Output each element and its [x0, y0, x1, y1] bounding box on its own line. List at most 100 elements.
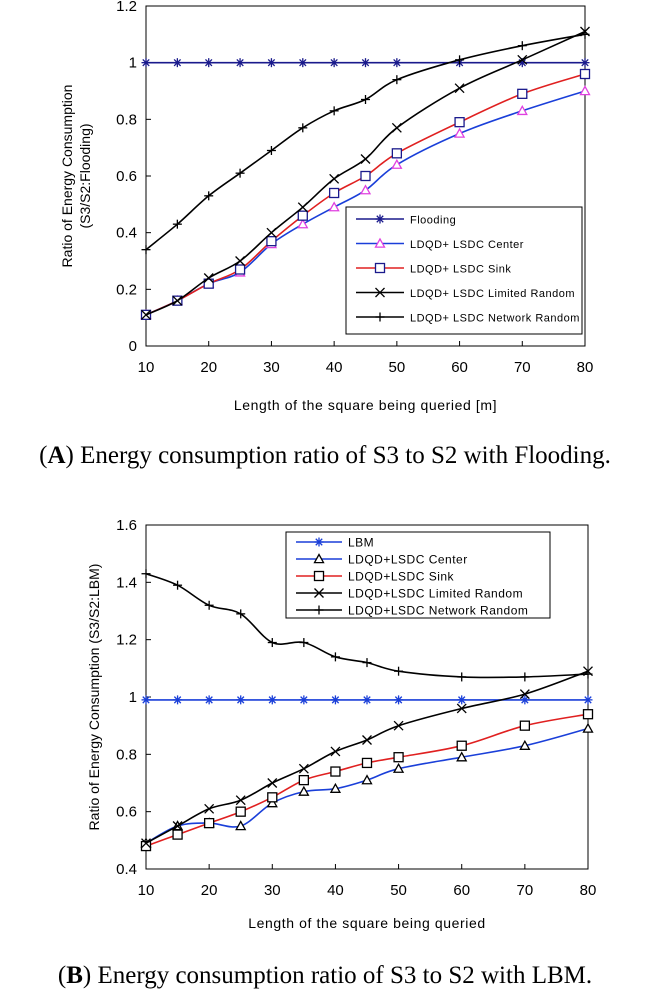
- chart-b-legend: LBM LDQD+LSDC Center LDQD+LSDC Sink LDQD+LS…: [285, 531, 551, 619]
- chart-b-data-point: [330, 652, 340, 662]
- chart-b-data-point: [330, 746, 341, 757]
- chart-a-data-point: [579, 68, 591, 80]
- chart-b-data-point: [266, 797, 278, 808]
- chart-b-data-point-d2: [363, 696, 371, 704]
- chart-a-data-point-shape: [391, 158, 403, 169]
- chart-a-series-ldqd-lsdc-network-random: [141, 29, 590, 255]
- chart-a-legend-marker: [374, 237, 386, 248]
- chart-b-data-point-shape: [329, 782, 342, 793]
- chart-b-series-ldqd-lsdc-network-random: [141, 569, 593, 682]
- chart-b-legend-entry: LDQD+LSDC Network Random: [348, 604, 528, 618]
- chart-a-data-point-shape: [517, 88, 528, 99]
- chart-b-data-point: [172, 829, 183, 840]
- chart-b-legend-marker: [313, 553, 325, 564]
- chart-a-legend-entry: LDQD+ LSDC Network Random: [410, 313, 580, 325]
- chart-a-x-axis-label: Length of the square being queried [m]: [234, 397, 497, 413]
- chart-b-data-point: [203, 817, 215, 829]
- chart-b-ytick-label: 0.4: [116, 861, 137, 878]
- chart-a-xtick-label: 50: [389, 359, 406, 376]
- chart-b-xtick-label: 50: [390, 882, 407, 899]
- chart-b-data-point-shape: [361, 774, 373, 785]
- chart-a-data-point-d2: [329, 173, 340, 184]
- chart-a-legend-marker: [375, 287, 385, 298]
- chart-a-data-point: [454, 83, 465, 94]
- chart-a-data-point: [234, 264, 246, 275]
- chart-a-legend-entry: LDQD+ LSDC Limited Random: [410, 288, 575, 300]
- chart-a-data-point: [517, 54, 528, 65]
- chart-a-data-point: [329, 173, 340, 184]
- chart-a-data-point-shape: [454, 117, 465, 128]
- chart-b-data-point: [457, 672, 467, 682]
- chart-b-data-point-shape: [456, 740, 467, 751]
- chart-a-data-point-shape: [328, 201, 340, 212]
- chart-b-data-point: [267, 778, 278, 788]
- chart-b-data-point-shape: [172, 829, 183, 840]
- chart-a-series-line: [145, 33, 586, 251]
- chart-a-data-point: [235, 168, 245, 178]
- chart-b-data-point: [362, 658, 372, 668]
- chart-a-data-point: [360, 154, 371, 164]
- chart-b-ytick-label: 1.6: [116, 517, 137, 534]
- chart-a-data-point-d2: [454, 83, 465, 94]
- chart-b-data-point-shape: [330, 766, 341, 777]
- chart-b-data-point-d2: [267, 778, 278, 788]
- chart-b-data-point-d2: [204, 803, 215, 814]
- chart-b-data-point: [235, 795, 246, 806]
- chart-b-legend-marker-shape: [313, 570, 325, 582]
- chart-a-series-flooding: [141, 58, 590, 68]
- chart-b-data-point-shape: [298, 774, 310, 786]
- chart-b-data-point: [392, 762, 405, 773]
- chart-b-data-point: [456, 703, 467, 714]
- chart-b-data-point-d2: [330, 746, 341, 757]
- chart-a-data-point: [391, 148, 403, 159]
- chart-a-data-point-shape: [579, 85, 591, 96]
- chart-b-data-point-d2: [521, 696, 529, 704]
- chart-a-ytick-label: 0.8: [116, 111, 137, 128]
- chart-b-xtick-label: 10: [138, 882, 155, 899]
- chart-a-data-point: [328, 201, 340, 212]
- chart-a-legend-marker: [374, 262, 386, 274]
- chart-a-data-point: [454, 117, 465, 128]
- chart-b-data-point: [173, 580, 183, 590]
- chart-b-data-point: [267, 695, 277, 705]
- chart-b-data-point-d2: [393, 720, 404, 731]
- chart-a-ytick-label: 0: [129, 338, 137, 355]
- chart-a-data-point: [204, 191, 214, 201]
- chart-b-data-point: [298, 774, 310, 786]
- chart-b-legend-marker: [314, 588, 324, 598]
- chart-a-data-point: [516, 104, 528, 116]
- chart-b-data-point: [299, 638, 309, 648]
- chart-b-data-point: [298, 785, 310, 796]
- caption-b-text: ) Energy consumption ratio of S3 to S2 w…: [82, 962, 593, 989]
- chart-b-data-point-d2: [456, 703, 467, 714]
- chart-a-data-point-shape: [297, 210, 308, 221]
- chart-b-data-point: [583, 695, 593, 705]
- chart-a-y-axis-label: Ratio of Energy Consumption: [59, 85, 75, 268]
- chart-b-data-point: [456, 751, 468, 762]
- chart-a-data-point: [172, 58, 182, 68]
- chart-b-data-point: [456, 740, 467, 751]
- chart-a-data-point-d2: [142, 58, 150, 67]
- chart-a-data-point: [329, 106, 339, 116]
- chart-b-data-point-d2: [142, 696, 150, 704]
- caption-b: (B) Energy consumption ratio of S3 to S2…: [57, 962, 593, 989]
- chart-b-data-point: [519, 720, 531, 731]
- chart-b-legend-marker-d2: [314, 588, 324, 598]
- chart-a-data-point: [453, 127, 466, 138]
- chart-b-legend-marker: [314, 605, 324, 615]
- chart-a-ytick-label: 1: [129, 55, 137, 72]
- chart-b-series-lbm: [141, 695, 593, 705]
- chart-b-data-point: [519, 739, 531, 750]
- chart-b-data-point-d2: [458, 696, 466, 704]
- chart-a-data-point-shape: [203, 278, 214, 289]
- caption-b-letter: B: [66, 962, 83, 989]
- chart-b-data-point: [394, 666, 404, 676]
- chart-a-data-point: [235, 58, 245, 68]
- chart-b-data-point: [235, 806, 246, 817]
- chart-a-data-point-shape: [579, 68, 591, 80]
- chart-a-data-point: [266, 146, 276, 155]
- chart-b-data-point-shape: [267, 792, 278, 803]
- chart-b-data-point-d2: [394, 696, 403, 704]
- chart-b-data-point-d2: [268, 696, 276, 704]
- chart-a-data-point: [360, 170, 371, 182]
